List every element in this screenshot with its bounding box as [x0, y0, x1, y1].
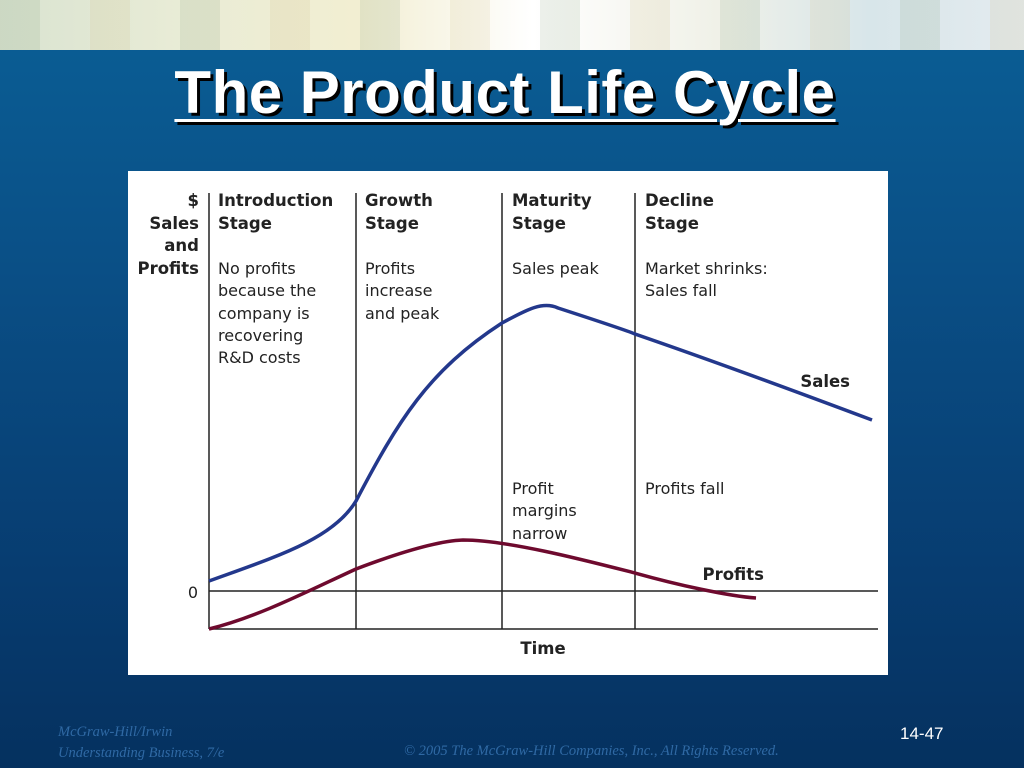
stage-4-note-line-2: Sales fall: [645, 281, 717, 300]
stage-1-note-line-5: R&D costs: [218, 348, 301, 367]
stage-2-title-line-2: Stage: [365, 214, 419, 233]
stage-2-title-line-1: Growth: [365, 191, 433, 210]
stage-3-note-line-1: Sales peak: [512, 259, 599, 278]
y-label-line-4: Profits: [137, 259, 199, 278]
slide-title: The Product Life Cycle: [174, 59, 836, 126]
header-banner: [0, 0, 1024, 50]
stage-3-title-line-1: Maturity: [512, 191, 592, 210]
footer-copyright: © 2005 The McGraw-Hill Companies, Inc., …: [404, 743, 779, 759]
stage-1-note-line-2: because the: [218, 281, 316, 300]
stage-1-note-line-1: No profits: [218, 259, 296, 278]
stage-4-note-line-1: Market shrinks:: [645, 259, 768, 278]
stage-4-profit-note-line-1: Profits fall: [645, 479, 724, 498]
profits-series-label: Profits: [702, 565, 764, 584]
y-label-line-2: Sales: [149, 214, 199, 233]
product-life-cycle-chart: $ Sales and Profits 0 Introduction Stage…: [137, 191, 878, 658]
stage-1-note-line-4: recovering: [218, 326, 303, 345]
chart-panel: $ Sales and Profits 0 Introduction Stage…: [128, 171, 888, 675]
stage-3-profit-note-line-1: Profit: [512, 479, 554, 498]
stage-4-title-line-1: Decline: [645, 191, 714, 210]
stage-3-title-line-2: Stage: [512, 214, 566, 233]
stage-2-note-line-2: increase: [365, 281, 432, 300]
sales-series-label: Sales: [800, 372, 850, 391]
stage-2-note-line-1: Profits: [365, 259, 415, 278]
x-axis-label: Time: [520, 639, 565, 658]
stage-4-title-line-2: Stage: [645, 214, 699, 233]
stage-3-profit-note-line-2: margins: [512, 501, 577, 520]
y-label-line-3: and: [164, 236, 199, 255]
stage-1-title-line-1: Introduction: [218, 191, 333, 210]
footer-book-title: Understanding Business, 7/e: [58, 745, 225, 761]
banner-decoration: [0, 0, 1024, 50]
page-number: 14-47: [900, 724, 944, 743]
y-label-line-1: $: [188, 191, 199, 210]
stage-1-note-line-3: company is: [218, 304, 310, 323]
stage-3-profit-note-line-3: narrow: [512, 524, 567, 543]
footer-credits: McGraw-Hill/Irwin Understanding Business…: [58, 722, 388, 764]
sales-curve: [208, 303, 873, 583]
stage-1-title-line-2: Stage: [218, 214, 272, 233]
stage-2-note-line-3: and peak: [365, 304, 440, 323]
profits-curve: [208, 538, 757, 631]
footer-publisher: McGraw-Hill/Irwin: [58, 724, 173, 740]
zero-label: 0: [188, 583, 198, 602]
